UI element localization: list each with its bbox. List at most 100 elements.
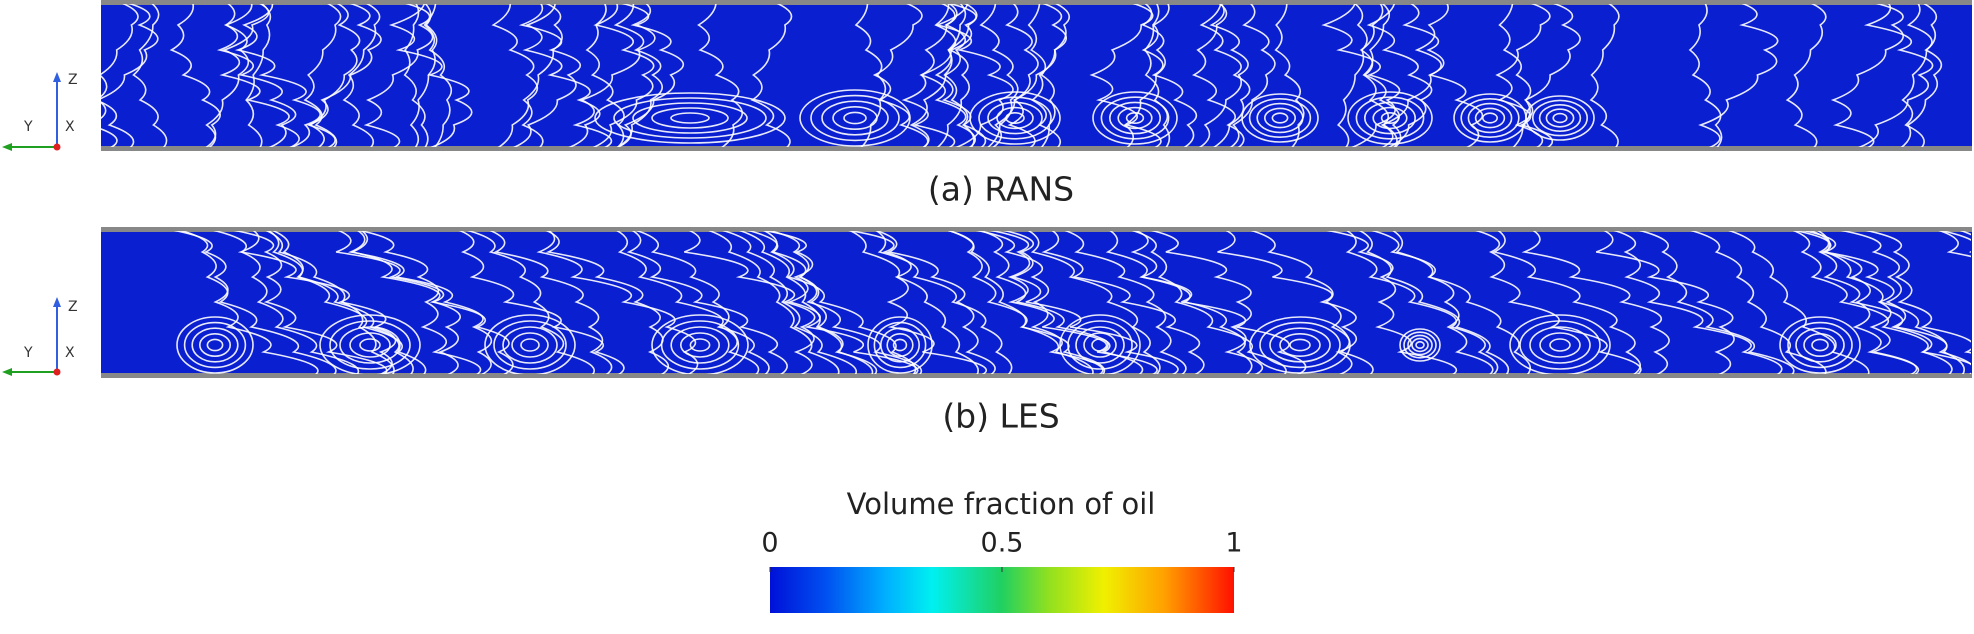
streamline xyxy=(1366,4,1433,147)
streamline xyxy=(245,4,272,147)
streamline xyxy=(1192,4,1245,147)
colorbar-tick-label: 1 xyxy=(1225,528,1242,559)
vortex xyxy=(843,111,867,125)
streamline xyxy=(101,4,159,147)
vortex xyxy=(1787,321,1853,369)
vortex xyxy=(987,101,1043,135)
vortex xyxy=(191,327,239,363)
streamline xyxy=(213,231,360,374)
streamline xyxy=(1392,231,1532,374)
vortex xyxy=(1279,332,1321,357)
streamline xyxy=(1250,231,1374,374)
x-dot xyxy=(53,143,61,151)
streamline xyxy=(1589,4,1620,147)
streamline xyxy=(1792,231,1953,374)
streamline xyxy=(722,231,858,374)
streamline xyxy=(545,231,669,374)
vortex xyxy=(821,100,889,136)
colorbar-scale xyxy=(770,567,1234,613)
pipe-wall xyxy=(101,227,1972,232)
streamline xyxy=(1089,4,1162,147)
vortex xyxy=(1271,112,1289,124)
axis-label: X xyxy=(65,345,75,361)
vortex xyxy=(493,320,567,370)
streamline xyxy=(1830,4,1904,147)
streamline xyxy=(989,231,1158,374)
streamline xyxy=(750,4,793,147)
axis-triad: Z Y X xyxy=(2,72,78,151)
vortex xyxy=(1249,316,1351,374)
vortex xyxy=(892,338,908,352)
vortex xyxy=(206,338,224,352)
streamline xyxy=(403,4,429,147)
streamline xyxy=(901,4,977,147)
y-arrow-head xyxy=(2,368,12,376)
vortex xyxy=(1467,102,1513,134)
streamline xyxy=(169,4,221,147)
vortex xyxy=(651,314,749,374)
vortex xyxy=(1005,112,1025,125)
vortex xyxy=(1403,331,1437,359)
streamline xyxy=(489,231,613,374)
streamline xyxy=(521,4,563,147)
vortex xyxy=(176,316,254,374)
streamline xyxy=(1900,4,1943,147)
streamline xyxy=(1802,231,1918,374)
vortex xyxy=(359,338,381,352)
streamline xyxy=(708,231,840,374)
streamline xyxy=(1321,4,1401,147)
vortex xyxy=(1347,91,1433,145)
vortex xyxy=(1549,338,1571,352)
axis-label: Y xyxy=(23,345,33,361)
streamline xyxy=(875,231,1013,374)
vortex xyxy=(670,326,730,364)
streamline xyxy=(512,4,581,147)
streamline xyxy=(358,231,482,374)
streamline xyxy=(849,231,979,374)
vortex xyxy=(1117,106,1153,130)
streamline xyxy=(267,231,414,374)
streamline xyxy=(179,231,337,374)
streamlines xyxy=(173,231,1971,374)
colorbar-title: Volume fraction of oil xyxy=(847,487,1156,521)
streamline xyxy=(1274,4,1305,147)
streamline xyxy=(1638,231,1795,374)
vortex xyxy=(1795,327,1845,363)
streamline xyxy=(219,4,300,147)
vortex xyxy=(1372,106,1408,130)
streamline xyxy=(909,4,966,147)
streamline xyxy=(303,4,342,147)
colorbar: Volume fraction of oil 0 0.5 1 xyxy=(761,487,1243,613)
streamline xyxy=(132,4,168,147)
vortex xyxy=(1407,334,1433,356)
streamline xyxy=(1698,4,1779,147)
streamline xyxy=(947,231,1106,374)
vortex xyxy=(1803,332,1837,357)
streamline xyxy=(522,4,601,147)
streamline xyxy=(1613,231,1783,374)
vortex xyxy=(886,332,914,357)
x-dot xyxy=(53,368,61,376)
vortex xyxy=(1091,338,1109,352)
streamline xyxy=(572,4,656,147)
streamline xyxy=(934,4,987,147)
vortex xyxy=(660,320,740,370)
colorbar-tick-label: 0 xyxy=(761,528,778,559)
vortex xyxy=(594,92,786,144)
vortex xyxy=(1415,340,1425,349)
vortex xyxy=(511,332,549,358)
streamline xyxy=(626,231,788,374)
vortex xyxy=(1529,326,1591,364)
vortex xyxy=(1399,328,1441,362)
streamline xyxy=(1143,4,1171,147)
streamline xyxy=(1901,4,1938,147)
vortex xyxy=(1380,112,1400,125)
vortex xyxy=(1411,337,1429,353)
streamline xyxy=(1105,231,1253,374)
streamline xyxy=(363,4,434,147)
streamline xyxy=(1938,231,1971,258)
streamline xyxy=(1495,4,1554,147)
streamline xyxy=(423,4,453,147)
streamline xyxy=(342,4,381,147)
